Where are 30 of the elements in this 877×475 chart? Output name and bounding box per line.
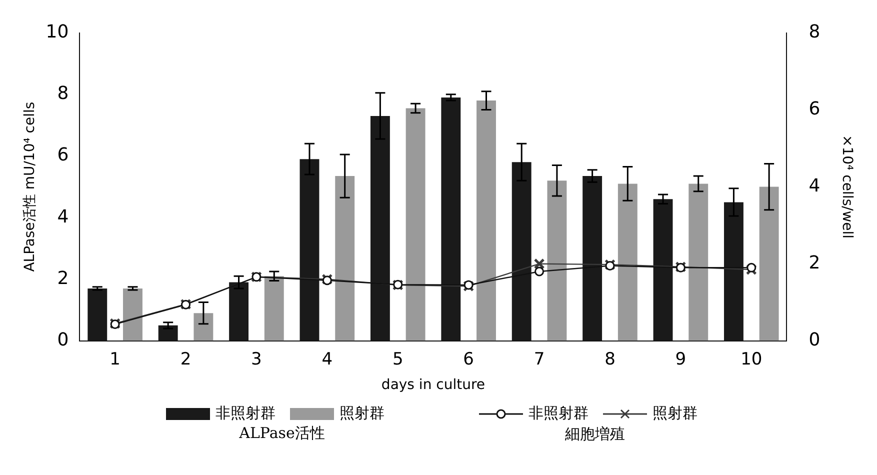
y-tick-label: 4 [57,206,69,228]
x-axis-title: days in culture [381,377,486,394]
x-tick-label: 1 [110,349,120,370]
x-tick-label: 2 [180,349,192,370]
x-tick-label: 6 [463,349,474,370]
y-tick-label: 6 [57,144,69,166]
text: ALPase活性 [238,424,326,442]
x-tick-label: 10 [740,349,762,370]
x-tick-label: 9 [675,349,686,370]
y-tick-label: 2 [57,268,69,289]
legend-label: 非照射群 [528,404,588,423]
y-tick-label: 8 [57,83,69,104]
x-tick-label: 4 [322,349,333,370]
text: 細胞増殖 [564,424,626,444]
x-tick-label: 3 [251,349,262,370]
y2-tick-label: 4 [808,175,820,196]
y2-tick-label: 2 [808,252,820,274]
legend-label: 非照射群 [214,404,276,423]
y-tick-label: 0 [57,329,69,350]
y2-tick-label: 6 [808,98,820,120]
x-tick-label: 5 [392,349,404,370]
x-tick-label: 8 [604,349,616,370]
x-tick-label: 7 [534,349,545,370]
y-axis-title: ALPase活性 mU/10⁴ cells [22,102,38,272]
y2-tick-label: 0 [808,329,820,350]
y-tick-label: 10 [46,21,69,42]
legend-label: 照射群 [652,404,698,423]
legend-label: 照射群 [338,404,384,423]
y2-tick-label: 8 [808,21,820,42]
y2-axis-title: ×10⁴ cells/well [838,135,855,239]
